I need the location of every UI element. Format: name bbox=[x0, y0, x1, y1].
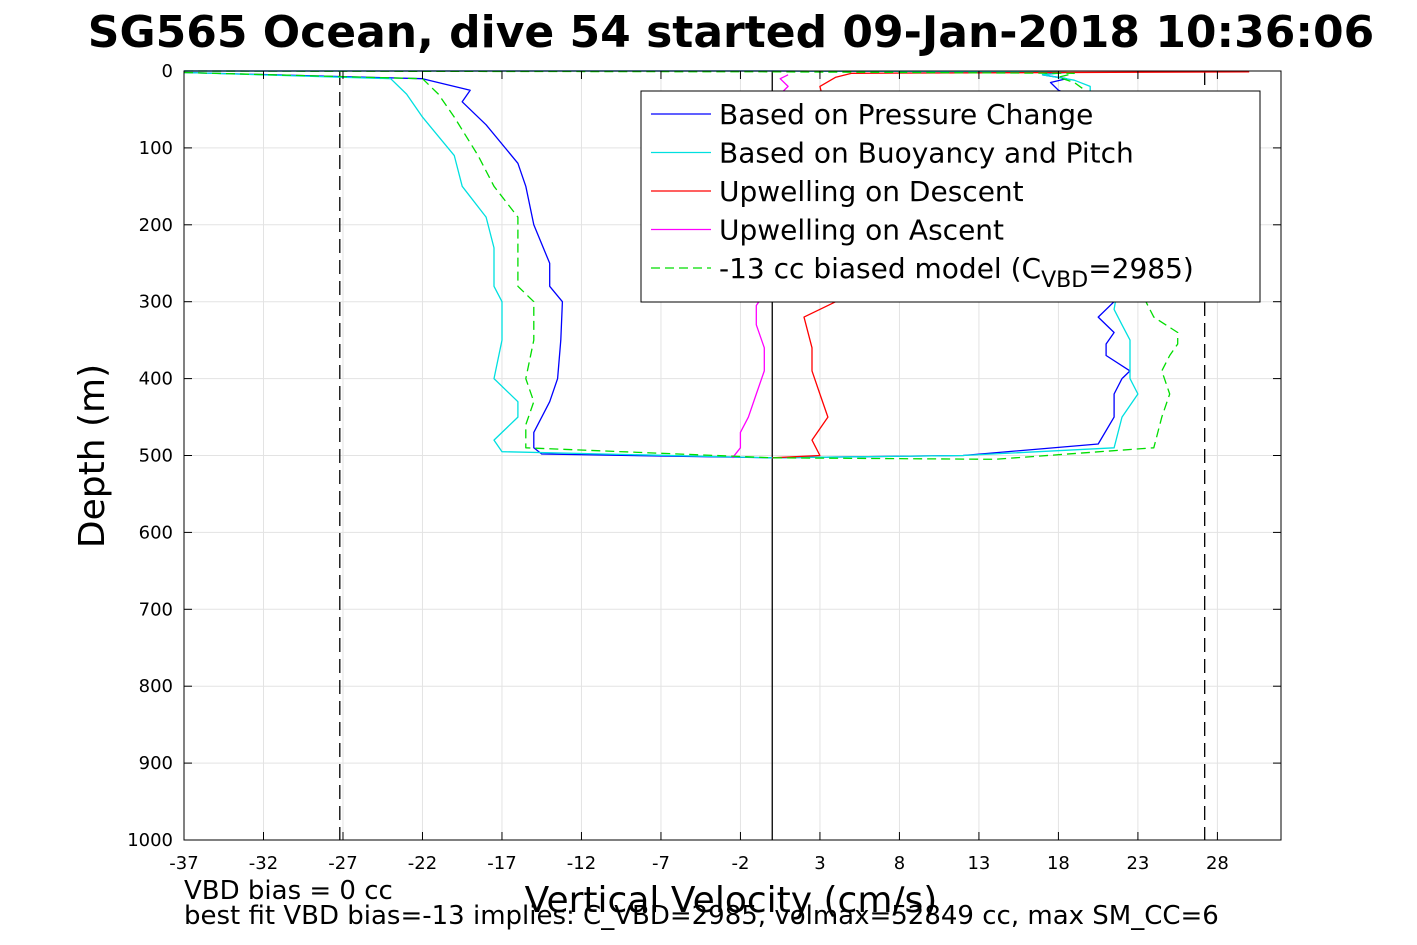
legend-box bbox=[640, 90, 1261, 303]
x-tick-label: 8 bbox=[894, 853, 905, 874]
legend-label: Based on Buoyancy and Pitch bbox=[719, 137, 1134, 170]
x-tick-label: 13 bbox=[967, 853, 990, 874]
y-tick-label: 700 bbox=[139, 599, 173, 620]
vbd-bias-note: VBD bias = 0 cc bbox=[184, 876, 393, 906]
legend: Based on Pressure Change Based on Buoyanc… bbox=[640, 90, 1261, 303]
y-tick-label: 1000 bbox=[127, 830, 173, 851]
best-fit-note: best fit VBD bias=-13 implies: C_VBD=298… bbox=[184, 901, 1219, 931]
x-tick-label: 3 bbox=[814, 853, 825, 874]
x-tick-label: -27 bbox=[328, 853, 357, 874]
y-tick-label: 200 bbox=[139, 215, 173, 236]
legend-label: Based on Pressure Change bbox=[719, 98, 1093, 131]
y-tick-label: 0 bbox=[162, 61, 173, 82]
x-tick-label: -32 bbox=[249, 853, 278, 874]
legend-label: Upwelling on Ascent bbox=[719, 214, 1004, 247]
x-tick-label: -12 bbox=[567, 853, 596, 874]
y-axis-label: Depth (m) bbox=[72, 364, 113, 548]
x-tick-label: -17 bbox=[487, 853, 516, 874]
x-tick-label: 18 bbox=[1047, 853, 1070, 874]
series-line-4 bbox=[731, 74, 789, 459]
series-line-3 bbox=[772, 71, 1250, 459]
x-tick-label: 23 bbox=[1126, 853, 1149, 874]
x-axis-ticks: -37 -32 -27 -22 -17 -12 -7 -2 3 8 13 18 23 28 bbox=[169, 71, 1229, 874]
y-tick-label: 900 bbox=[139, 753, 173, 774]
x-tick-label: 28 bbox=[1206, 853, 1229, 874]
y-tick-label: 600 bbox=[139, 522, 173, 543]
x-tick-label: -2 bbox=[731, 853, 749, 874]
x-tick-label: -37 bbox=[169, 853, 198, 874]
x-tick-label: -7 bbox=[652, 853, 670, 874]
series-line-2 bbox=[183, 70, 1139, 459]
x-axis-label: Vertical Velocity (cm/s) bbox=[525, 880, 938, 921]
legend-label: Upwelling on Descent bbox=[719, 175, 1024, 208]
y-tick-label: 300 bbox=[139, 292, 173, 313]
chart-title: SG565 Ocean, dive 54 started 09-Jan-2018… bbox=[88, 7, 1374, 58]
legend-label: -13 cc biased model (CVBD=2985) bbox=[719, 252, 1194, 293]
y-tick-label: 100 bbox=[139, 138, 173, 159]
x-tick-label: -22 bbox=[408, 853, 437, 874]
y-tick-label: 500 bbox=[139, 446, 173, 467]
y-axis-ticks: 0 100 200 300 400 500 600 700 800 900 1000 bbox=[127, 61, 1281, 851]
y-tick-label: 400 bbox=[139, 369, 173, 390]
y-tick-label: 800 bbox=[139, 676, 173, 697]
